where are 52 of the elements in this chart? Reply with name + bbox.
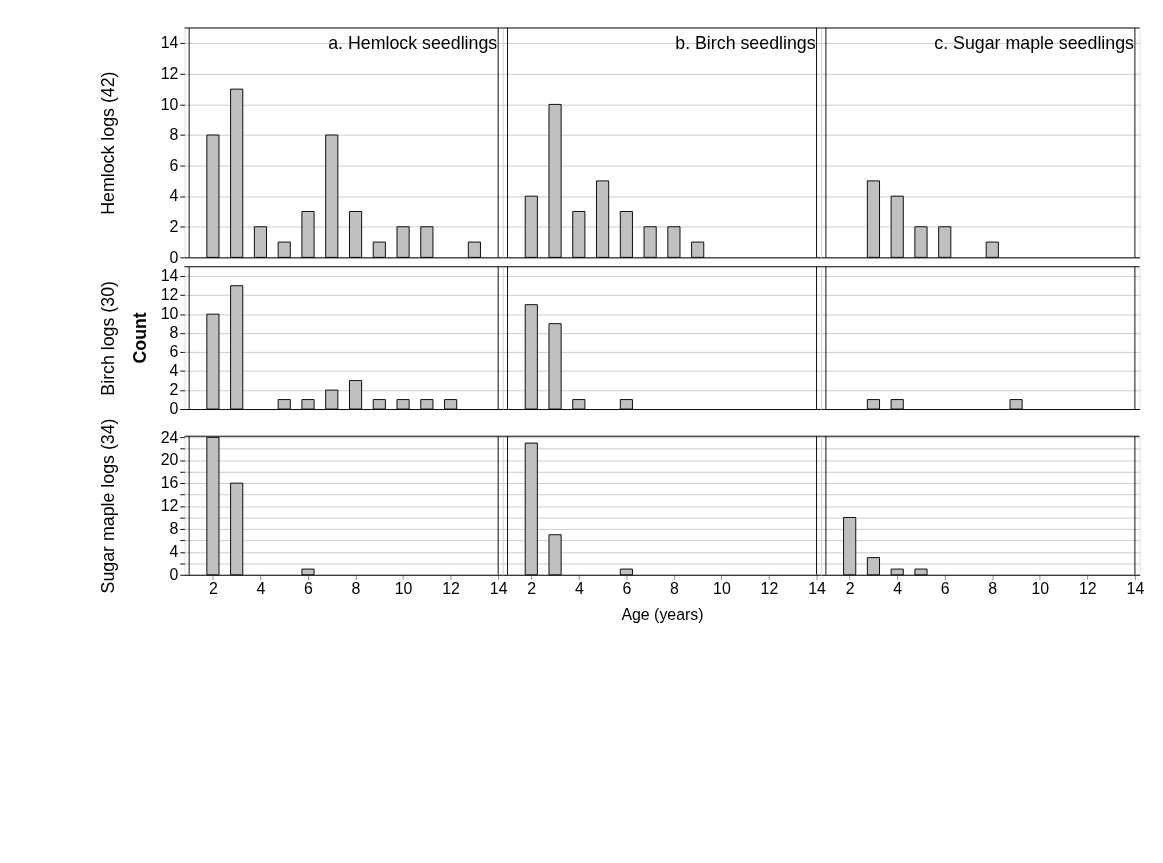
- x-tick-label: 6: [940, 579, 950, 597]
- x-tick-label: 12: [1078, 579, 1097, 597]
- x-tick-label: 10: [1031, 579, 1050, 597]
- y-tick-label: 4: [169, 362, 179, 380]
- y-tick-label: 4: [169, 187, 179, 205]
- y-tick-label: 12: [160, 286, 179, 304]
- y-tick-label: 8: [169, 324, 179, 342]
- y-tick-label: 14: [160, 34, 179, 52]
- y-tick-label: 2: [169, 217, 179, 235]
- x-tick-label: 4: [574, 579, 584, 597]
- y-axis-title: Birch logs (30): [97, 281, 118, 396]
- y-tick-label: 6: [169, 343, 179, 361]
- x-tick-label: 14: [489, 579, 508, 597]
- x-tick-label: 4: [893, 579, 903, 597]
- x-axis-title: Age (years): [621, 606, 704, 624]
- y-tick-label: 12: [160, 64, 179, 82]
- x-tick-label: 2: [527, 579, 537, 597]
- y-tick-label: 2: [169, 381, 179, 399]
- x-tick-label: 14: [1126, 579, 1145, 597]
- x-tick-label: 6: [304, 579, 314, 597]
- y-tick-label: 4: [169, 543, 179, 561]
- x-tick-label: 10: [394, 579, 413, 597]
- y-tick-label: 12: [160, 497, 179, 515]
- chart-title: b. Birch seedlings: [675, 33, 816, 54]
- x-tick-label: 12: [760, 579, 779, 597]
- y-tick-label: 16: [160, 474, 179, 492]
- y-tick-label: 20: [160, 451, 179, 469]
- x-tick-label: 8: [351, 579, 361, 597]
- chart-title: c. Sugar maple seedlings: [934, 33, 1135, 54]
- y-tick-label: 0: [169, 248, 179, 266]
- x-tick-label: 4: [256, 579, 266, 597]
- y-tick-label: 10: [160, 95, 179, 113]
- x-tick-label: 2: [845, 579, 855, 597]
- y-tick-label: 6: [169, 156, 179, 174]
- y-tick-label: 8: [169, 126, 179, 144]
- y-axis-title: Hemlock logs (42): [97, 71, 118, 215]
- x-tick-label: 2: [208, 579, 218, 597]
- x-tick-label: 8: [988, 579, 998, 597]
- text: Count: [130, 312, 151, 364]
- x-tick-label: 6: [622, 579, 632, 597]
- chart-title: a. Hemlock seedlings: [328, 33, 498, 54]
- y-tick-label: 8: [169, 520, 179, 538]
- x-tick-label: 12: [442, 579, 461, 597]
- y-tick-label: 24: [160, 428, 179, 446]
- x-tick-label: 14: [808, 579, 826, 597]
- x-tick-label: 10: [713, 579, 731, 597]
- y-tick-label: 0: [169, 565, 179, 583]
- x-tick-label: 8: [669, 579, 679, 597]
- y-axis-title: Sugar maple logs (34): [97, 418, 118, 594]
- y-tick-label: 0: [169, 400, 179, 418]
- y-tick-label: 10: [160, 305, 179, 323]
- y-tick-label: 14: [160, 267, 179, 285]
